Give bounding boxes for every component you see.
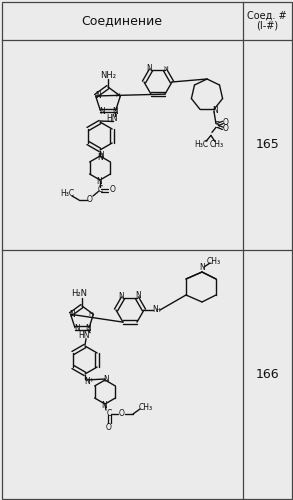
Text: H: H (156, 308, 160, 312)
Text: N: N (135, 292, 141, 300)
Text: N: N (70, 310, 76, 319)
Text: O: O (223, 124, 229, 133)
Text: N: N (103, 374, 109, 384)
Text: O: O (106, 422, 112, 432)
Text: N: N (97, 152, 103, 162)
Text: H: H (115, 94, 120, 98)
Text: O: O (110, 186, 116, 194)
Text: CH₃: CH₃ (207, 258, 221, 266)
Text: N: N (100, 107, 105, 116)
Text: O: O (87, 194, 93, 203)
Text: C: C (106, 410, 112, 418)
Text: N: N (95, 92, 100, 100)
Text: CH₃: CH₃ (139, 402, 153, 411)
Text: N: N (74, 324, 80, 333)
Text: H₃C: H₃C (60, 190, 74, 198)
Text: HN: HN (106, 114, 117, 123)
Text: N: N (96, 176, 102, 186)
Text: 165: 165 (255, 138, 279, 151)
Text: H₃C: H₃C (194, 140, 208, 149)
Text: (I-#): (I-#) (256, 20, 278, 30)
Text: N: N (84, 376, 90, 386)
Text: O: O (223, 118, 229, 127)
Text: H: H (88, 378, 92, 384)
Text: 166: 166 (255, 368, 279, 381)
Text: Соед. #: Соед. # (247, 10, 287, 20)
Text: S: S (214, 121, 219, 130)
Text: H: H (88, 312, 93, 317)
Text: N: N (199, 264, 205, 272)
Text: N: N (152, 306, 158, 314)
Text: HN: HN (78, 331, 90, 340)
Text: N: N (85, 324, 91, 333)
Text: O: O (119, 410, 125, 418)
Text: H₂N: H₂N (71, 290, 87, 298)
Text: C: C (97, 186, 103, 194)
Text: H: H (163, 66, 168, 71)
Text: N: N (112, 107, 117, 116)
Text: N: N (118, 292, 124, 302)
Text: N: N (101, 400, 107, 409)
Text: CH₃: CH₃ (210, 140, 224, 149)
Text: N: N (212, 106, 218, 115)
Text: NH₂: NH₂ (100, 70, 116, 80)
Text: N: N (146, 64, 152, 74)
Text: Соединение: Соединение (82, 14, 163, 27)
Text: N: N (98, 150, 104, 160)
